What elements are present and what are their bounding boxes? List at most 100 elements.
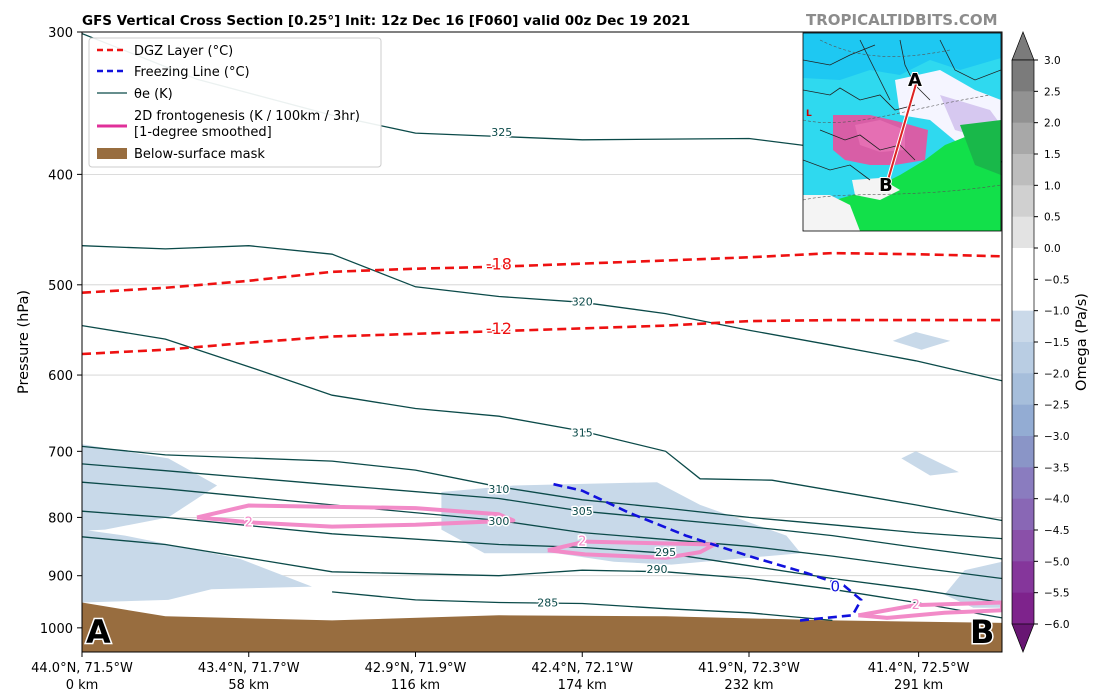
colorbar-tick-label: 2.5 — [1044, 86, 1061, 98]
contour-label: 320 — [572, 295, 593, 308]
frontogenesis-contour — [857, 600, 1002, 620]
plot-frame — [81, 31, 1003, 653]
colorbar-tick-label: −0.5 — [1044, 274, 1070, 286]
colorbar-tick-label: −4.5 — [1044, 525, 1070, 537]
contour-label: 290 — [647, 563, 668, 576]
contour-label: 0 — [830, 578, 840, 596]
colorbar-tick-label: 1.0 — [1044, 180, 1061, 192]
legend-fronto-label-2: [1-degree smoothed] — [134, 125, 272, 140]
x-tick-distance: 232 km — [724, 678, 773, 693]
colorbar-tick-label: −5.0 — [1044, 556, 1070, 568]
colorbar-segment — [1012, 91, 1034, 124]
colorbar-segment — [1012, 592, 1034, 625]
y-axis: 300 400 500 600 700 800 900 1000 — [40, 26, 82, 637]
colorbar-tick-label: 2.0 — [1044, 118, 1061, 130]
contour-label: 285 — [537, 596, 558, 609]
inset-low-marker: L — [806, 109, 812, 119]
colorbar-segment — [1012, 248, 1034, 280]
colorbar-segment — [1012, 310, 1034, 343]
colorbar-segment — [1012, 404, 1034, 437]
below-surface-mask — [82, 602, 1002, 652]
theta-e-contours — [82, 32, 1002, 622]
x-tick-coord: 41.4°N, 72.5°W — [868, 661, 970, 676]
inset-point-a: A — [908, 70, 922, 91]
contour-label: 325 — [491, 126, 512, 139]
contour-label: 300 — [488, 515, 509, 528]
colorbar-label: Omega (Pa/s) — [1074, 293, 1090, 391]
y-tick-label: 1000 — [40, 622, 73, 637]
colorbar-top-extend — [1011, 31, 1035, 61]
freezing-line — [553, 482, 863, 622]
contour-label: -18 — [486, 255, 512, 274]
contour-label: 2 — [578, 535, 586, 550]
theta-e-line — [332, 591, 833, 622]
x-tick-distance: 116 km — [391, 678, 440, 693]
theta-e-line — [82, 324, 1002, 522]
inset-point-b: B — [879, 175, 893, 196]
colorbar-tick-label: −3.5 — [1044, 462, 1070, 474]
colorbar-segment — [1012, 530, 1034, 562]
contour-label: 315 — [572, 427, 593, 440]
colorbar-segment — [1012, 185, 1034, 218]
theta-e-line — [82, 445, 1002, 540]
legend-mask-label: Below-surface mask — [134, 147, 265, 162]
colorbar-tick-label: 0.0 — [1044, 243, 1061, 255]
contour-label: 310 — [488, 483, 509, 496]
colorbar-tick-label: −1.5 — [1044, 337, 1070, 349]
x-axis: 44.0°N, 71.5°W 0 km 43.4°N, 71.7°W 58 km 42.… — [31, 652, 970, 693]
colorbar-tick-label: −5.5 — [1044, 588, 1070, 600]
x-tick-coord: 43.4°N, 71.7°W — [198, 661, 300, 676]
terrain-mask — [82, 602, 1002, 652]
theta-e-line — [82, 463, 1002, 560]
y-tick-label: 400 — [48, 168, 73, 183]
x-tick-distance: 58 km — [228, 678, 269, 693]
colorbar-tick-label: 3.0 — [1044, 55, 1061, 67]
site-brand: TROPICALTIDBITS.COM — [806, 11, 998, 29]
colorbar-tick-label: −4.0 — [1044, 494, 1070, 506]
colorbar-segment — [1012, 436, 1034, 468]
colorbar-tick-label: −1.0 — [1044, 306, 1070, 318]
theta-e-line — [82, 536, 1002, 619]
colorbar-segment — [1012, 561, 1034, 594]
legend-dgz-label: DGZ Layer (°C) — [134, 44, 233, 59]
theta-e-line — [82, 245, 1002, 382]
contour-labels: 325 320 315 310 305 300 295 290 285 2 2 2 -18 -12 0 — [243, 124, 921, 614]
endpoint-b-label: B — [970, 613, 994, 651]
colorbar-tick-label: 0.5 — [1044, 212, 1061, 224]
frontogenesis-contour — [547, 539, 717, 560]
theta-e-line — [82, 510, 1002, 604]
contour-label: -12 — [486, 319, 512, 338]
omega-region — [82, 529, 312, 603]
x-tick-distance: 174 km — [558, 678, 607, 693]
endpoint-a-label: A — [86, 613, 111, 651]
legend-freezing-label: Freezing Line (°C) — [134, 65, 250, 80]
chart-title: GFS Vertical Cross Section [0.25°] Init:… — [82, 13, 690, 29]
contour-label: 305 — [572, 505, 593, 518]
contour-label: 2 — [912, 598, 920, 613]
y-tick-label: 500 — [48, 279, 73, 294]
inset-map: L A B — [802, 32, 1002, 232]
y-tick-label: 800 — [48, 511, 73, 526]
colorbar-tick-label: −2.0 — [1044, 368, 1070, 380]
legend-theta-label: θe (K) — [134, 87, 173, 102]
colorbar-segment — [1012, 154, 1034, 186]
y-axis-label: Pressure (hPa) — [16, 290, 32, 394]
colorbar-segment — [1012, 342, 1034, 374]
colorbar-segment — [1012, 498, 1034, 531]
x-tick-coord: 44.0°N, 71.5°W — [31, 661, 133, 676]
x-tick-distance: 0 km — [66, 678, 99, 693]
x-tick-coord: 42.9°N, 71.9°W — [365, 661, 467, 676]
legend: DGZ Layer (°C) Freezing Line (°C) θe (K)… — [88, 37, 382, 168]
colorbar-segment — [1012, 216, 1034, 249]
x-tick-distance: 291 km — [894, 678, 943, 693]
y-tick-label: 900 — [48, 570, 73, 585]
freezing-line-path — [553, 482, 863, 622]
colorbar-tick-label: −3.0 — [1044, 431, 1070, 443]
omega-colorbar: 3.0 2.5 2.0 1.5 1.0 0.5 0.0 −0.5 −1.0 −1.5 −2.0 −2.… — [1011, 31, 1070, 653]
colorbar-tick-label: −6.0 — [1044, 619, 1070, 631]
colorbar-tick-label: −2.5 — [1044, 400, 1070, 412]
colorbar-segment — [1012, 122, 1034, 155]
omega-region — [901, 451, 959, 476]
legend-fronto-label: 2D frontogenesis (K / 100km / 3hr) — [134, 109, 360, 124]
